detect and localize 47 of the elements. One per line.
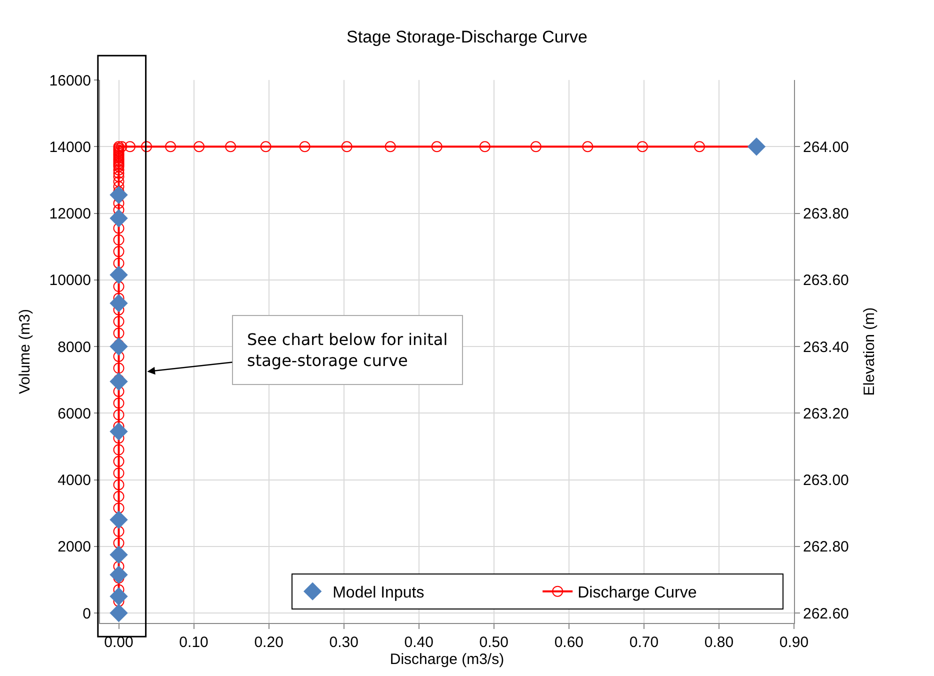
- point: [110, 604, 128, 622]
- x-tick-label: 0.10: [179, 634, 208, 651]
- y2-axis-title: Elevation (m): [860, 307, 878, 396]
- y2-tick-label: 262.80: [803, 538, 849, 556]
- y2-tick-label: 263.00: [803, 472, 849, 489]
- point: [110, 186, 128, 204]
- legend-label: Model Inputs: [332, 584, 424, 602]
- y-tick-label: 14000: [49, 138, 91, 156]
- legend-label: Discharge Curve: [578, 584, 697, 602]
- y2-tick-label: 262.60: [803, 605, 849, 622]
- y-tick-label: 6000: [58, 405, 91, 422]
- y-tick-label: 2000: [58, 538, 91, 556]
- x-tick-label: 0.90: [779, 634, 809, 651]
- x-tick-label: 0.00: [104, 634, 134, 651]
- point: [110, 266, 128, 284]
- point: [110, 372, 128, 391]
- point: [110, 546, 128, 564]
- x-axis-title: Discharge (m3/s): [390, 651, 504, 668]
- y-tick-label: 10000: [49, 272, 91, 290]
- y-tick-label: 4000: [58, 472, 91, 489]
- point: [110, 510, 128, 529]
- annotation: See chart below for inital stage-storage curve: [247, 330, 448, 370]
- x-tick-label: 0.80: [704, 634, 734, 651]
- y2-tick-label: 263.60: [803, 272, 849, 290]
- y2-tick-label: 263.40: [803, 338, 849, 356]
- y2-tick-label: 264.00: [803, 138, 849, 156]
- x-tick-label: 0.30: [329, 634, 358, 651]
- chart-title: Stage Storage-Discharge Curve: [346, 27, 588, 46]
- y-tick-label: 8000: [58, 338, 91, 356]
- y-tick-label: 12000: [49, 206, 91, 222]
- x-tick-label: 0.50: [479, 634, 508, 651]
- x-tick-label: 0.40: [404, 634, 434, 651]
- point: [110, 294, 128, 312]
- x-tick-label: 0.70: [629, 634, 659, 651]
- point: [110, 209, 128, 228]
- point: [110, 422, 128, 441]
- x-tick-label: 0.20: [254, 634, 284, 651]
- y-axis-title: Volume (m3): [16, 308, 34, 394]
- y-tick-label: 0: [82, 605, 91, 622]
- point: [747, 138, 766, 156]
- y-tick-label: 16000: [49, 72, 91, 90]
- y2-tick-label: 263.20: [803, 405, 849, 422]
- point: [110, 566, 128, 584]
- point: [110, 587, 128, 606]
- point: [110, 337, 128, 356]
- x-tick-label: 0.60: [554, 634, 584, 651]
- y2-tick-label: 263.80: [803, 206, 849, 222]
